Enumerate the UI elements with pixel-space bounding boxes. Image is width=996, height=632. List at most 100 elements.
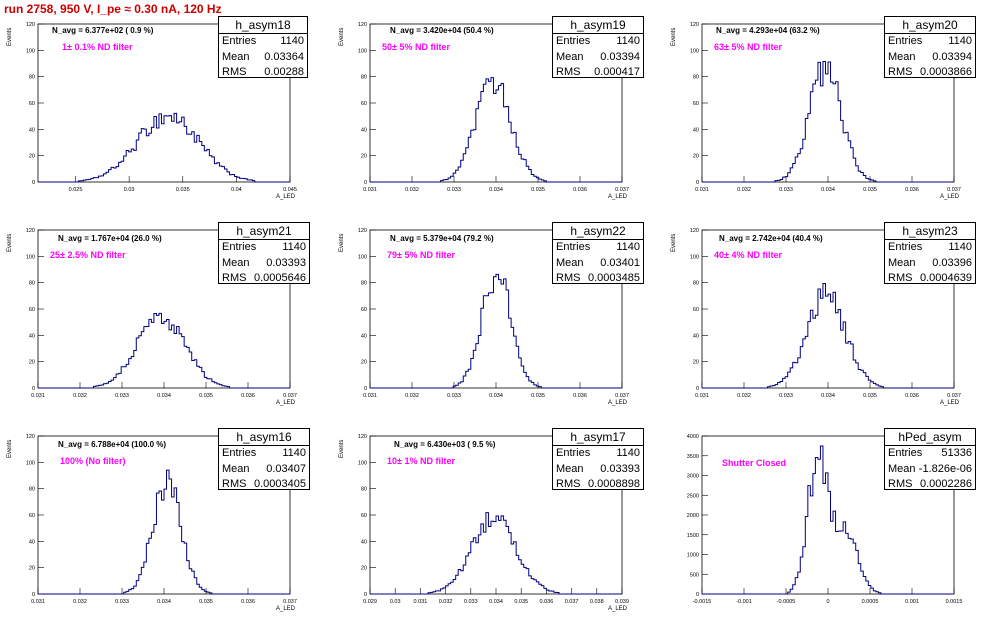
x-tick-label: 0.031 (31, 393, 45, 399)
x-tick-label: 0.033 (447, 187, 461, 193)
x-tick-label: -0.001 (736, 599, 752, 605)
stats-value: 1140 (616, 241, 640, 253)
stats-value: 0.03401 (600, 256, 640, 269)
stats-row-rms: RMS 0.0003866 (885, 65, 975, 81)
n-avg-label: N_avg = 6.788e+04 (100.0 %) (58, 440, 167, 449)
x-tick-label: 0.032 (737, 393, 751, 399)
stats-box: h_asym23 Entries 1140 Mean 0.03396 RMS 0.00046… (884, 222, 976, 284)
y-tick-label: 120 (26, 228, 35, 234)
x-tick-label: 0.045 (283, 187, 297, 193)
y-tick-label: 20 (693, 360, 699, 366)
histogram-panel-h_asym18: 0 20 40 60 80 100 120 0.025 0.03 0.035 0.04 0.045 Ev… (0, 14, 330, 220)
n-avg-label: N_avg = 1.767e+04 (26.0 %) (58, 234, 162, 243)
y-axis-label: Events (671, 27, 677, 46)
y-axis-label: Events (339, 439, 345, 458)
y-axis-label: Events (339, 233, 345, 252)
x-tick-label: 0.036 (241, 599, 255, 605)
y-tick-label: 40 (693, 333, 699, 339)
x-tick-label: 0.001 (905, 599, 919, 605)
stats-row-rms: RMS 0.0008898 (553, 477, 643, 493)
x-tick-label: 0.036 (905, 393, 919, 399)
stats-value: 0.03394 (600, 50, 640, 63)
stats-row-rms: RMS 0.0003485 (553, 271, 643, 287)
x-tick-label: 0.034 (489, 187, 503, 193)
stats-label: Entries (222, 241, 257, 253)
y-tick-label: 0 (364, 180, 367, 186)
filter-label: 79± 5% ND filter (387, 250, 455, 260)
y-tick-label: 100 (26, 48, 35, 54)
y-tick-label: 60 (361, 513, 367, 519)
y-tick-label: 60 (361, 101, 367, 107)
y-tick-label: 0 (32, 592, 35, 598)
stats-label: Mean (222, 462, 250, 475)
y-tick-label: 120 (358, 228, 367, 234)
stats-value: 0.03396 (932, 256, 972, 269)
x-tick-label: 0.031 (695, 393, 709, 399)
stats-box: hPed_asym Entries 51336 Mean -1.826e-06 RMS 0.… (884, 428, 976, 490)
stats-value: 0.03394 (932, 50, 972, 63)
histogram-plot: 0 20 40 60 80 100 120 0.031 0.032 0.033 0.034 0.035… (358, 228, 629, 399)
stats-label: Mean (556, 462, 584, 475)
x-axis-label: A_LED (276, 606, 296, 612)
y-tick-label: 20 (361, 566, 367, 572)
x-axis-label: A_LED (608, 606, 628, 612)
x-axis-label: A_LED (276, 194, 296, 200)
histogram-panel-hPed_asym: 0 500 1000 1500 2000 2500 3000 3500 4000 -0.0015 -… (664, 426, 994, 632)
y-tick-label: 120 (358, 22, 367, 28)
histogram-name: h_asym23 (885, 223, 975, 240)
stats-label: Entries (222, 447, 257, 459)
histogram-name: h_asym16 (219, 429, 309, 446)
x-tick-label: 0.035 (531, 393, 545, 399)
y-tick-label: 20 (361, 154, 367, 160)
histogram-plot: 0 500 1000 1500 2000 2500 3000 3500 4000 -0.0015 -… (687, 434, 963, 605)
x-tick-label: 0.034 (157, 393, 171, 399)
stats-label: Entries (888, 241, 923, 253)
x-tick-label: 0.035 (199, 599, 213, 605)
x-tick-label: 0.031 (363, 393, 377, 399)
y-tick-label: 0 (32, 386, 35, 392)
stats-row-rms: RMS 0.0002286 (885, 477, 975, 493)
stats-label: Mean (556, 50, 584, 63)
y-tick-label: 20 (693, 154, 699, 160)
stats-row-rms: RMS 0.000417 (553, 65, 643, 81)
stats-label: RMS (888, 272, 913, 284)
stats-box: h_asym16 Entries 1140 Mean 0.03407 RMS 0.00034… (218, 428, 310, 490)
histogram-line (702, 283, 954, 389)
y-tick-label: 0 (696, 386, 699, 392)
stats-row-mean: Mean 0.03394 (553, 50, 643, 66)
histogram-plot: 0 20 40 60 80 100 120 0.031 0.032 0.033 0.034 0.035… (690, 228, 961, 399)
stats-label: Entries (888, 447, 923, 459)
stats-row-entries: Entries 1140 (219, 446, 309, 462)
x-tick-label: 0.037 (283, 599, 297, 605)
x-tick-label: 0.034 (821, 393, 835, 399)
stats-value: 1140 (948, 35, 972, 47)
x-tick-label: -0.0005 (777, 599, 796, 605)
stats-row-entries: Entries 51336 (885, 446, 975, 462)
x-tick-label: 0.036 (540, 599, 554, 605)
stats-box: h_asym21 Entries 1140 Mean 0.03393 RMS 0.00056… (218, 222, 310, 284)
stats-label: Mean (556, 256, 584, 269)
x-tick-label: 0.029 (363, 599, 377, 605)
y-tick-label: 100 (358, 48, 367, 54)
x-tick-label: 0.031 (363, 187, 377, 193)
x-tick-label: 0.039 (615, 599, 629, 605)
y-tick-label: 80 (693, 281, 699, 287)
y-tick-label: 100 (690, 254, 699, 260)
stats-row-mean: Mean 0.03394 (885, 50, 975, 66)
y-tick-label: 60 (361, 307, 367, 313)
x-tick-label: 0.037 (615, 187, 629, 193)
x-tick-label: 0.037 (565, 599, 579, 605)
y-tick-label: 40 (361, 127, 367, 133)
x-tick-label: 0.032 (73, 599, 87, 605)
x-tick-label: 0.025 (69, 187, 83, 193)
x-tick-label: 0.035 (863, 393, 877, 399)
stats-row-mean: Mean 0.03401 (553, 256, 643, 272)
stats-row-mean: Mean 0.03364 (219, 50, 307, 66)
x-tick-label: 0 (826, 599, 829, 605)
y-tick-label: 3000 (687, 474, 699, 480)
x-tick-label: 0.032 (405, 393, 419, 399)
x-tick-label: 0.033 (779, 393, 793, 399)
y-tick-label: 100 (690, 48, 699, 54)
stats-row-rms: RMS 0.0003405 (219, 477, 309, 493)
x-tick-label: 0.035 (176, 187, 190, 193)
